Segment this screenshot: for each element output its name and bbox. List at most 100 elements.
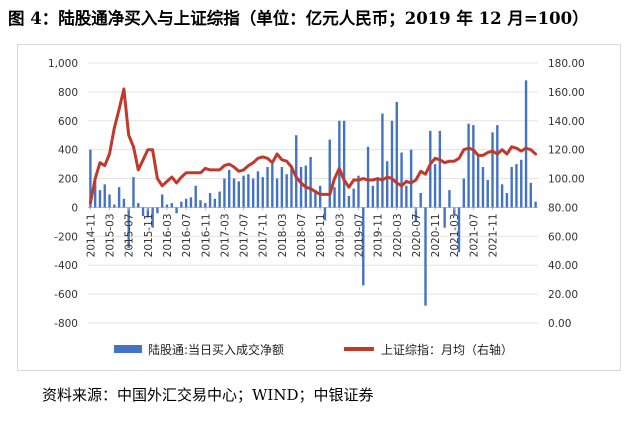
x-tick-label: 2020-11	[430, 213, 442, 257]
right-y-tick-label: 60.00	[548, 231, 578, 243]
bar	[98, 190, 102, 208]
bar	[280, 167, 284, 208]
legend-label-bar: 陆股通:当日买入成交净额	[148, 342, 284, 357]
bar	[213, 198, 217, 208]
bar	[237, 181, 240, 208]
bar	[419, 193, 422, 208]
bar	[256, 171, 260, 208]
right-y-tick-label: 20.00	[548, 289, 578, 301]
bar	[132, 177, 135, 208]
right-y-tick-label: 80.00	[548, 202, 578, 214]
right-y-tick-label: 140.00	[548, 116, 585, 128]
x-tick-label: 2015-07	[124, 213, 136, 257]
bar	[146, 207, 150, 218]
left-y-tick-label: -600	[54, 289, 78, 301]
bar	[529, 182, 533, 208]
bar	[204, 203, 207, 208]
bar	[199, 200, 202, 208]
x-tick-label: 2018-07	[296, 213, 308, 257]
x-tick-label: 2015-03	[105, 213, 117, 257]
right-y-tick-label: 180.00	[548, 58, 585, 70]
bar	[161, 194, 164, 208]
bar	[328, 139, 331, 208]
bar	[352, 188, 355, 208]
x-tick-label: 2020-03	[392, 213, 404, 257]
bar	[285, 174, 288, 208]
x-tick-label: 2019-03	[334, 213, 346, 257]
bar	[371, 185, 375, 208]
x-tick-label: 2021-11	[488, 213, 500, 257]
x-tick-label: 2020-07	[411, 213, 423, 257]
bar	[89, 149, 92, 208]
x-tick-label: 2014-11	[85, 213, 97, 257]
x-tick-label: 2016-11	[200, 213, 212, 257]
bar	[347, 195, 351, 208]
bar	[433, 164, 437, 208]
bar	[170, 203, 173, 208]
x-axis: 2014-11 2015-03 2015-07 2015-11 2016-03 2016-…	[85, 207, 500, 257]
bar	[381, 113, 384, 208]
bar	[108, 194, 111, 208]
bar	[271, 164, 274, 208]
line-series	[88, 87, 538, 205]
bar	[103, 184, 106, 208]
bar	[534, 201, 537, 208]
x-tick-label: 2019-11	[373, 213, 385, 257]
bar	[165, 204, 169, 208]
bar	[409, 149, 413, 208]
bar	[457, 207, 461, 253]
bar	[228, 169, 231, 208]
left-y-tick-label: -800	[54, 318, 78, 330]
bar	[194, 185, 197, 208]
bar	[184, 198, 188, 208]
bar	[113, 204, 116, 208]
bar	[376, 178, 379, 208]
bar	[247, 174, 250, 208]
bar	[156, 207, 159, 214]
bar	[223, 178, 226, 208]
bar	[486, 180, 489, 208]
combo-chart: 1,000 800 600 400 200 0 -200 -400 -600 -800 180.0…	[48, 58, 585, 357]
bar-series	[89, 80, 537, 306]
bar	[299, 167, 303, 208]
figure-title: 图 4：陆股通净买入与上证综指（单位：亿元人民币；2019 年 12 月=100…	[8, 9, 589, 28]
chart-area: 1,000 800 600 400 200 0 -200 -400 -600 -800 180.0…	[17, 44, 621, 371]
bar	[481, 167, 485, 208]
bar	[218, 191, 221, 208]
x-tick-label: 2018-11	[315, 213, 327, 257]
x-tick-label: 2017-07	[239, 213, 251, 257]
bar	[357, 175, 360, 208]
bar	[438, 130, 442, 208]
bar	[515, 164, 518, 208]
bar	[93, 181, 97, 208]
x-tick-label: 2017-11	[258, 213, 270, 257]
bar	[467, 123, 470, 208]
bar	[520, 159, 523, 208]
bar	[122, 198, 126, 208]
bar	[491, 132, 494, 208]
bar	[309, 156, 312, 208]
x-tick-label: 2018-03	[277, 213, 289, 257]
right-y-tick-label: 100.00	[548, 174, 585, 186]
bar	[362, 207, 365, 286]
bar	[395, 102, 398, 208]
right-y-tick-label: 160.00	[548, 87, 585, 99]
x-tick-label: 2016-03	[162, 213, 174, 257]
bar	[448, 190, 451, 208]
bar	[151, 207, 154, 228]
bar	[189, 197, 193, 208]
bar	[175, 207, 178, 214]
bar	[510, 167, 513, 208]
bar	[290, 165, 293, 208]
bar	[462, 178, 465, 208]
x-tick-label: 2015-11	[143, 213, 155, 257]
left-y-tick-label: -200	[54, 231, 78, 243]
left-y-tick-label: -400	[54, 260, 78, 272]
bar	[261, 177, 264, 208]
bar	[323, 207, 327, 221]
bar	[266, 167, 269, 208]
bar	[366, 146, 370, 208]
bar	[208, 193, 212, 208]
right-y-tick-label: 0.00	[548, 318, 571, 330]
left-y-tick-label: 200	[58, 174, 78, 186]
